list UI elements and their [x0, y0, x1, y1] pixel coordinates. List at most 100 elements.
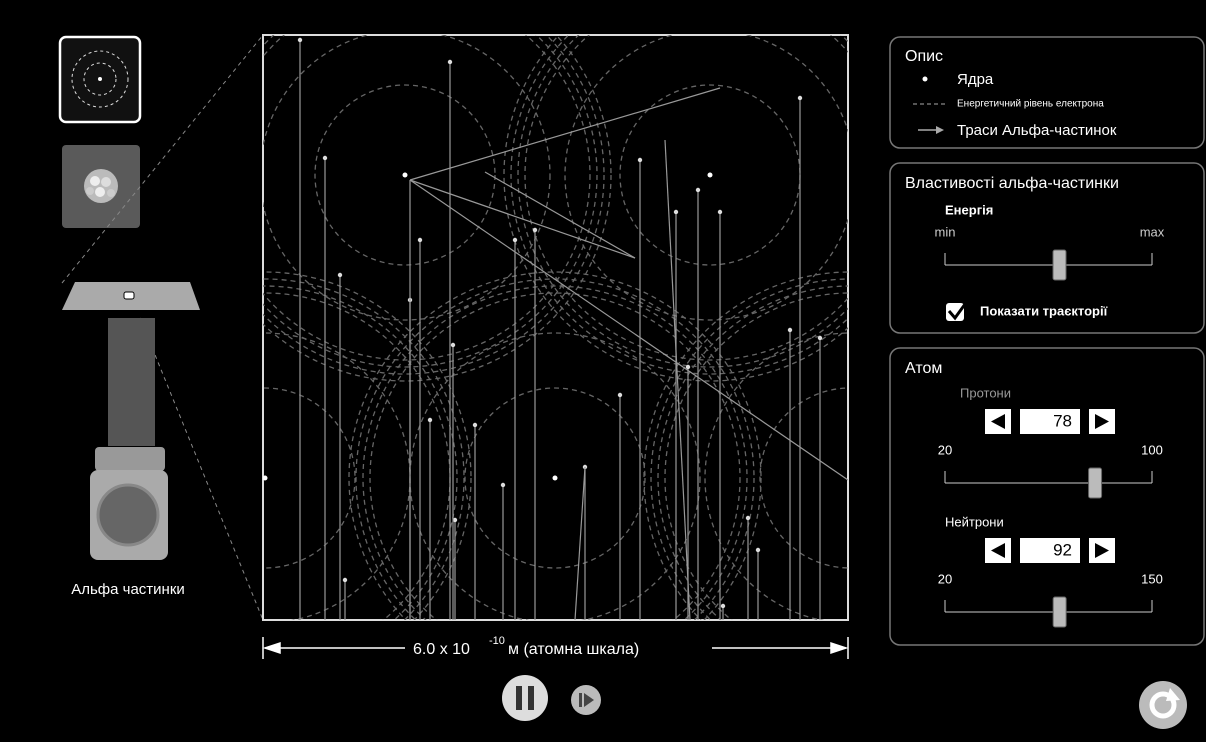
alpha-particle — [695, 187, 701, 193]
simulation-area — [262, 34, 849, 621]
energy-level — [650, 278, 848, 620]
legend-item: Ядра — [957, 71, 994, 88]
alpha-particle — [745, 515, 751, 521]
energy-level — [263, 278, 465, 620]
atoms — [263, 35, 848, 620]
scale-exponent: -10 — [489, 635, 505, 647]
energy-level — [510, 35, 848, 375]
max-label: max — [1140, 224, 1165, 239]
alpha-particle — [617, 392, 623, 398]
slider[interactable] — [944, 596, 1153, 628]
trace — [409, 179, 848, 481]
spinner-label: Нейтрони — [945, 514, 1004, 529]
spinner-label: Протони — [960, 385, 1011, 400]
spinner-value: 92 — [1053, 540, 1072, 559]
slider-thumb[interactable] — [1088, 467, 1103, 499]
alpha-particle — [297, 37, 303, 43]
nucleus — [552, 475, 558, 481]
alpha-particle — [337, 272, 343, 278]
decrement-button[interactable] — [985, 409, 1011, 434]
alpha-particle — [512, 237, 518, 243]
energy-level — [517, 35, 848, 368]
energy-label: Енергія — [945, 202, 993, 217]
reset-button[interactable] — [1139, 681, 1187, 729]
energy-level — [263, 35, 612, 382]
increment-button[interactable] — [1089, 409, 1115, 434]
alpha-particle — [342, 577, 348, 583]
legend-item: Енергетичний рівень електрона — [957, 99, 1104, 110]
energy-level — [263, 35, 598, 368]
alpha-particle — [673, 209, 679, 215]
gun-label: Альфа частинки — [71, 581, 185, 598]
nucleus-view-button[interactable] — [62, 145, 140, 228]
range-min: 20 — [938, 442, 952, 457]
arrow — [1095, 414, 1109, 429]
spinner-value: 78 — [1053, 411, 1072, 430]
nucleus — [263, 475, 268, 481]
alpha-title: Властивості альфа-частинки — [905, 175, 1119, 192]
legend-panel — [889, 36, 1205, 149]
energy-level — [263, 285, 458, 620]
arrow — [991, 414, 1005, 429]
energy-level — [464, 387, 646, 569]
energy-level — [524, 35, 848, 361]
alpha-particle — [447, 59, 453, 65]
arrow — [1095, 543, 1109, 558]
alpha-particle — [787, 327, 793, 333]
pause-button[interactable] — [502, 675, 548, 721]
alpha-particle — [472, 422, 478, 428]
value-box — [1020, 538, 1080, 563]
energy-level — [263, 35, 605, 375]
legend-title: Опис — [905, 48, 943, 65]
nucleus — [707, 172, 713, 178]
energy-level — [263, 271, 472, 620]
alpha-particle — [450, 342, 456, 348]
alpha-particle — [417, 237, 423, 243]
min-label: min — [935, 224, 956, 239]
scale-number: 6.0 x 10 — [413, 641, 470, 658]
energy-slider[interactable] — [944, 249, 1153, 281]
energy-level — [362, 285, 748, 620]
trace — [484, 171, 636, 259]
alpha-particle — [452, 517, 458, 523]
trace — [409, 179, 636, 259]
energy-level — [759, 387, 848, 569]
nucleus-icon — [922, 76, 928, 82]
range-max: 150 — [1141, 571, 1163, 586]
range-min: 20 — [938, 571, 952, 586]
decrement-button[interactable] — [985, 538, 1011, 563]
energy-level — [409, 332, 701, 620]
scale-unit: м (атомна шкала) — [508, 641, 639, 658]
alpha-particle — [717, 209, 723, 215]
slider[interactable] — [944, 467, 1153, 499]
energy-level — [664, 292, 848, 620]
energy-level — [263, 387, 356, 569]
alpha-particle — [532, 227, 538, 233]
value-box — [1020, 409, 1080, 434]
atom-view-button[interactable] — [58, 35, 142, 124]
slider-thumb[interactable] — [1052, 596, 1067, 628]
scale-bar — [262, 637, 849, 659]
trace — [664, 139, 691, 620]
arrow — [991, 543, 1005, 558]
traces-label: Показати траєкторії — [980, 303, 1108, 318]
step-button[interactable] — [571, 685, 601, 715]
energy-level — [348, 271, 762, 620]
traces-checkbox[interactable] — [946, 299, 970, 321]
atom-panel — [889, 347, 1205, 646]
nucleus — [847, 476, 848, 480]
trace — [574, 466, 586, 620]
energy-level — [564, 35, 848, 321]
energy-level — [314, 84, 496, 266]
alpha-particle — [685, 364, 691, 370]
legend-item: Траси Альфа-частинок — [957, 122, 1117, 139]
alpha-particle — [817, 335, 823, 341]
alpha-particle — [720, 603, 726, 609]
increment-button[interactable] — [1089, 538, 1115, 563]
alpha-particle — [797, 95, 803, 101]
trace — [409, 87, 721, 181]
alpha-particle — [755, 547, 761, 553]
alpha-particle — [427, 417, 433, 423]
alpha-particle — [637, 157, 643, 163]
